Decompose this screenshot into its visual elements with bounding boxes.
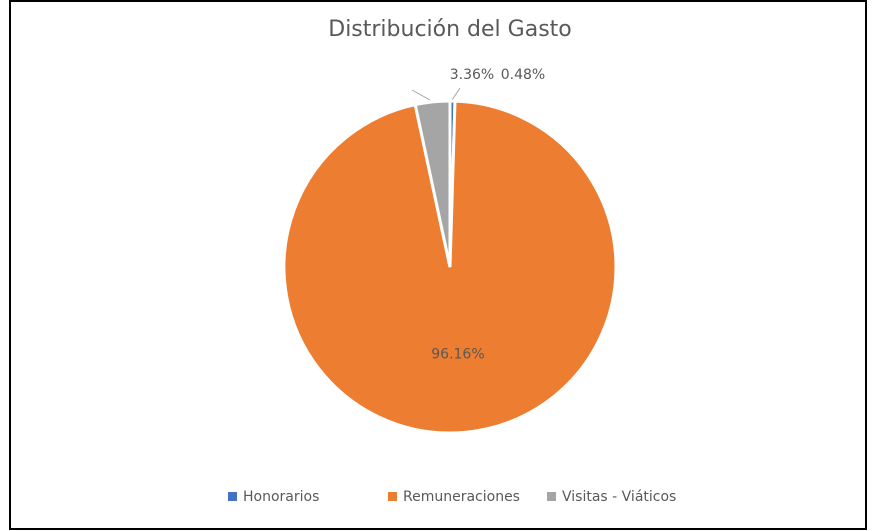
- pie-slice: [413, 99, 452, 268]
- legend-label: Honorarios: [243, 489, 319, 505]
- legend-swatch: [228, 492, 237, 501]
- leader-line: [411, 89, 431, 101]
- data-label: 96.16%: [431, 347, 484, 363]
- leader-line: [451, 87, 461, 101]
- legend-swatch: [547, 492, 556, 501]
- chart-title: Distribución del Gasto: [328, 17, 572, 42]
- legend-label: Remuneraciones: [403, 489, 520, 505]
- legend-swatch: [388, 492, 397, 501]
- legend-label: Visitas - Viáticos: [562, 489, 676, 505]
- data-label: 0.48%: [501, 67, 545, 83]
- data-label: 3.36%: [450, 67, 494, 83]
